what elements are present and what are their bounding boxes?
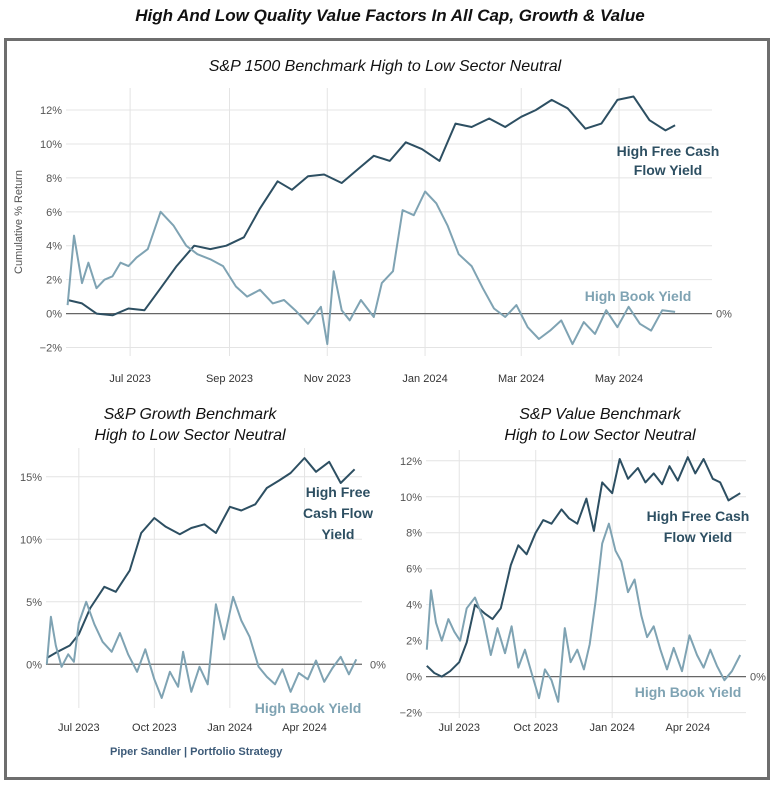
top-y-axis-label: Cumulative % Return [13, 170, 25, 274]
value-ytick-label: −2% [400, 708, 423, 720]
value-title-line2: High to Low Sector Neutral [504, 427, 696, 444]
growth-fcf-label-line3: Yield [322, 526, 355, 542]
top-fcf-series-line [67, 95, 676, 317]
footer-source: Piper Sandler | Portfolio Strategy [110, 746, 283, 758]
top-xtick-label: Nov 2023 [304, 373, 351, 385]
growth-book-series-line [45, 595, 358, 699]
top-book-label: High Book Yield [585, 288, 692, 304]
growth-xtick-label: Jul 2023 [58, 722, 100, 734]
top-ytick-label: 10% [40, 139, 62, 151]
top-ytick-label: 0% [46, 309, 62, 321]
value-ytick-label: 10% [400, 492, 422, 504]
value-book-series-line [425, 522, 742, 703]
top-ytick-label: 12% [40, 105, 62, 117]
top-ytick-label: 6% [46, 207, 62, 219]
top-zero-label: 0% [716, 309, 732, 321]
growth-ytick-label: 5% [26, 597, 42, 609]
value-xtick-label: Apr 2024 [665, 722, 710, 734]
value-fcf-label-line2: Flow Yield [664, 529, 732, 545]
value-book-label: High Book Yield [635, 684, 742, 700]
value-ytick-label: 2% [406, 636, 422, 648]
top-ytick-label: 2% [46, 275, 62, 287]
growth-title-line2: High to Low Sector Neutral [94, 427, 286, 444]
value-xtick-label: Jul 2023 [438, 722, 480, 734]
growth-xtick-label: Apr 2024 [282, 722, 327, 734]
page-title: High And Low Quality Value Factors In Al… [135, 6, 645, 25]
value-title-line1: S&P Value Benchmark [519, 406, 681, 423]
top-xtick-label: Jul 2023 [109, 373, 151, 385]
value-fcf-label-line1: High Free Cash [647, 508, 750, 524]
value-ytick-label: 6% [406, 564, 422, 576]
value-xtick-label: Jan 2024 [590, 722, 635, 734]
growth-ytick-label: 0% [26, 659, 42, 671]
value-xtick-label: Oct 2023 [513, 722, 558, 734]
top-xtick-label: Jan 2024 [402, 373, 447, 385]
chart-frame [4, 38, 770, 780]
top-ytick-label: 8% [46, 173, 62, 185]
growth-zero-label: 0% [370, 659, 386, 671]
growth-ytick-label: 15% [20, 472, 42, 484]
value-ytick-label: 0% [406, 672, 422, 684]
top-xtick-label: May 2024 [595, 373, 643, 385]
growth-book-label: High Book Yield [255, 700, 362, 716]
growth-fcf-label-line2: Cash Flow [303, 505, 373, 521]
growth-fcf-series-line [46, 457, 356, 659]
top-fcf-label-line1: High Free Cash [617, 143, 720, 159]
value-ytick-label: 8% [406, 528, 422, 540]
growth-ytick-label: 10% [20, 534, 42, 546]
top-xtick-label: Mar 2024 [498, 373, 544, 385]
value-fcf-series-line [426, 456, 741, 678]
growth-xtick-label: Oct 2023 [132, 722, 177, 734]
top-ytick-label: −2% [40, 343, 63, 355]
value-ytick-label: 12% [400, 456, 422, 468]
top-panel-title: S&P 1500 Benchmark High to Low Sector Ne… [208, 58, 562, 75]
value-zero-label: 0% [750, 672, 766, 684]
top-xtick-label: Sep 2023 [206, 373, 253, 385]
growth-fcf-label-line1: High Free [306, 484, 371, 500]
growth-panel-title: S&P Growth Benchmark High to Low Sector … [40, 404, 340, 446]
value-panel-title: S&P Value Benchmark High to Low Sector N… [440, 404, 760, 446]
top-fcf-label-line2: Flow Yield [634, 162, 702, 178]
growth-title-line1: S&P Growth Benchmark [103, 406, 277, 423]
growth-xtick-label: Jan 2024 [207, 722, 252, 734]
value-ytick-label: 4% [406, 600, 422, 612]
top-ytick-label: 4% [46, 241, 62, 253]
top-book-series-line [66, 190, 676, 346]
